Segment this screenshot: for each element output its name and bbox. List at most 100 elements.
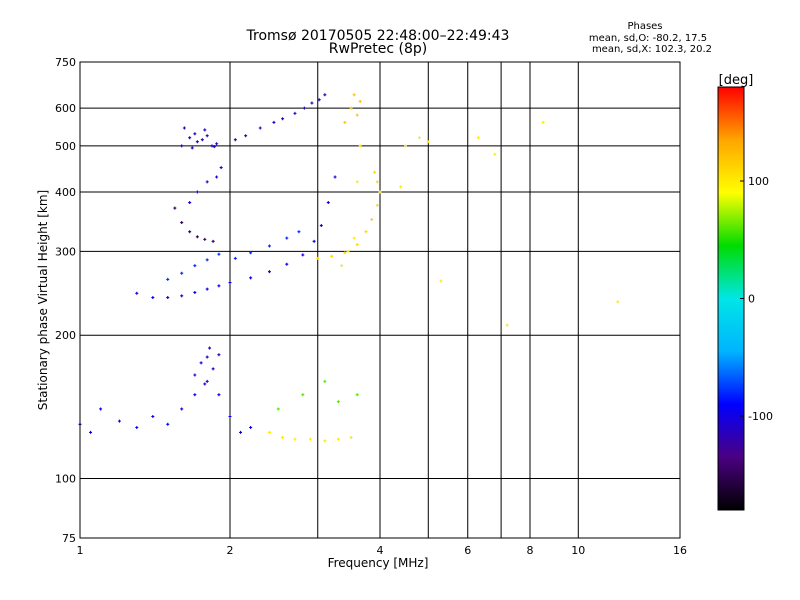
scatter-point (193, 132, 197, 136)
scatter-point (301, 393, 305, 397)
scatter-point (219, 166, 223, 170)
scatter-point (333, 175, 337, 179)
scatter-point (193, 264, 197, 268)
scatter-point (399, 185, 403, 189)
scatter-point (352, 236, 356, 240)
scatter-point (135, 425, 139, 429)
scatter-point (166, 422, 170, 426)
y-axis-label: Stationary phase Virtual Height [km] (36, 190, 50, 410)
colorbar-gradient (717, 86, 745, 511)
scatter-point (267, 430, 271, 434)
scatter-point (188, 136, 192, 140)
scatter-point (166, 296, 170, 300)
x-tick-label: 6 (464, 544, 471, 557)
scatter-point (215, 175, 219, 179)
scatter-point (358, 144, 362, 148)
scatter-point (336, 400, 340, 404)
scatter-point (308, 437, 312, 441)
scatter-point (281, 435, 285, 439)
scatter-point (355, 393, 359, 397)
scatter-point (99, 407, 103, 411)
scatter-point (358, 99, 362, 103)
scatter-point (208, 346, 212, 350)
scatter-point (203, 128, 207, 132)
scatter-point (355, 113, 359, 117)
scatter-point (203, 382, 207, 386)
scatter-point (541, 120, 545, 124)
y-tick-label: 400 (55, 186, 76, 199)
scatter-point (180, 271, 184, 275)
scatter-point (417, 136, 421, 140)
scatter-point (293, 437, 297, 441)
plot-frame (79, 61, 681, 539)
x-tick-label: 8 (527, 544, 534, 557)
scatter-point (281, 117, 285, 121)
scatter-point (323, 379, 327, 383)
chart-subtitle: RwPretec (8p) (329, 41, 427, 57)
scatter-point (352, 93, 356, 97)
colorbar-label: [deg] (719, 73, 754, 88)
scatter-point (205, 287, 209, 291)
chart-title: Tromsø 20170505 22:48:00–22:49:43 (246, 28, 510, 44)
scatter-point (343, 251, 347, 255)
scatter-point (346, 249, 350, 253)
scatter-point (199, 361, 203, 365)
scatter-point (316, 256, 320, 260)
scatter-point (228, 281, 232, 285)
scatter-point (215, 142, 219, 146)
scatter-point (505, 323, 509, 327)
scatter-point (203, 237, 207, 241)
scatter-point (233, 256, 237, 260)
scatter-point (188, 230, 192, 234)
scatter-point (323, 439, 327, 443)
y-tick-label: 75 (62, 532, 76, 545)
scatter-point (200, 138, 204, 142)
scatter-point (117, 419, 121, 423)
scatter-point (205, 355, 209, 359)
y-tick-label: 750 (55, 56, 76, 69)
scatter-point (180, 221, 184, 225)
scatter-point (349, 435, 353, 439)
x-ticks: 1 2 4 6 8 10 16 (77, 544, 688, 557)
scatter-point (323, 93, 327, 97)
scatter-point (249, 276, 253, 280)
scatter-point (258, 126, 262, 130)
scatter-point (267, 270, 271, 274)
x-tick-label: 4 (377, 544, 384, 557)
scatter-point (180, 407, 184, 411)
scatter-point (375, 203, 379, 207)
scatter-point (276, 407, 280, 411)
scatter-point (285, 236, 289, 240)
y-tick-label: 200 (55, 329, 76, 342)
scatter-point (370, 218, 374, 222)
scatter-point (340, 264, 344, 268)
scatter-point (210, 144, 214, 148)
scatter-point (195, 235, 199, 239)
scatter-point (217, 252, 221, 256)
x-tick-label: 16 (673, 544, 687, 557)
scatter-point (228, 414, 232, 418)
scatter-point (301, 253, 305, 257)
scatter-point (205, 180, 209, 184)
scatter-point (426, 140, 430, 144)
scatter-point (310, 101, 314, 105)
scatter-point (312, 239, 316, 243)
scatter-point (193, 393, 197, 397)
colorbar: [deg] 100 0 -100 (717, 73, 773, 511)
colorbar-tick-label: 100 (748, 175, 769, 188)
scatter-point (195, 190, 199, 194)
scatter-point (355, 180, 359, 184)
scatter-point (205, 258, 209, 262)
scatter-point (180, 144, 184, 148)
scatter-point (319, 224, 323, 228)
scatter-point (239, 430, 243, 434)
scatter-point (205, 379, 209, 383)
scatter-point (272, 120, 276, 124)
scatter-point (166, 277, 170, 281)
scatter-point (217, 284, 221, 288)
scatter-point (326, 201, 330, 205)
scatter-point (217, 353, 221, 357)
scatter-point (135, 291, 139, 295)
scatter-point (355, 243, 359, 247)
scatter-point (195, 140, 199, 144)
